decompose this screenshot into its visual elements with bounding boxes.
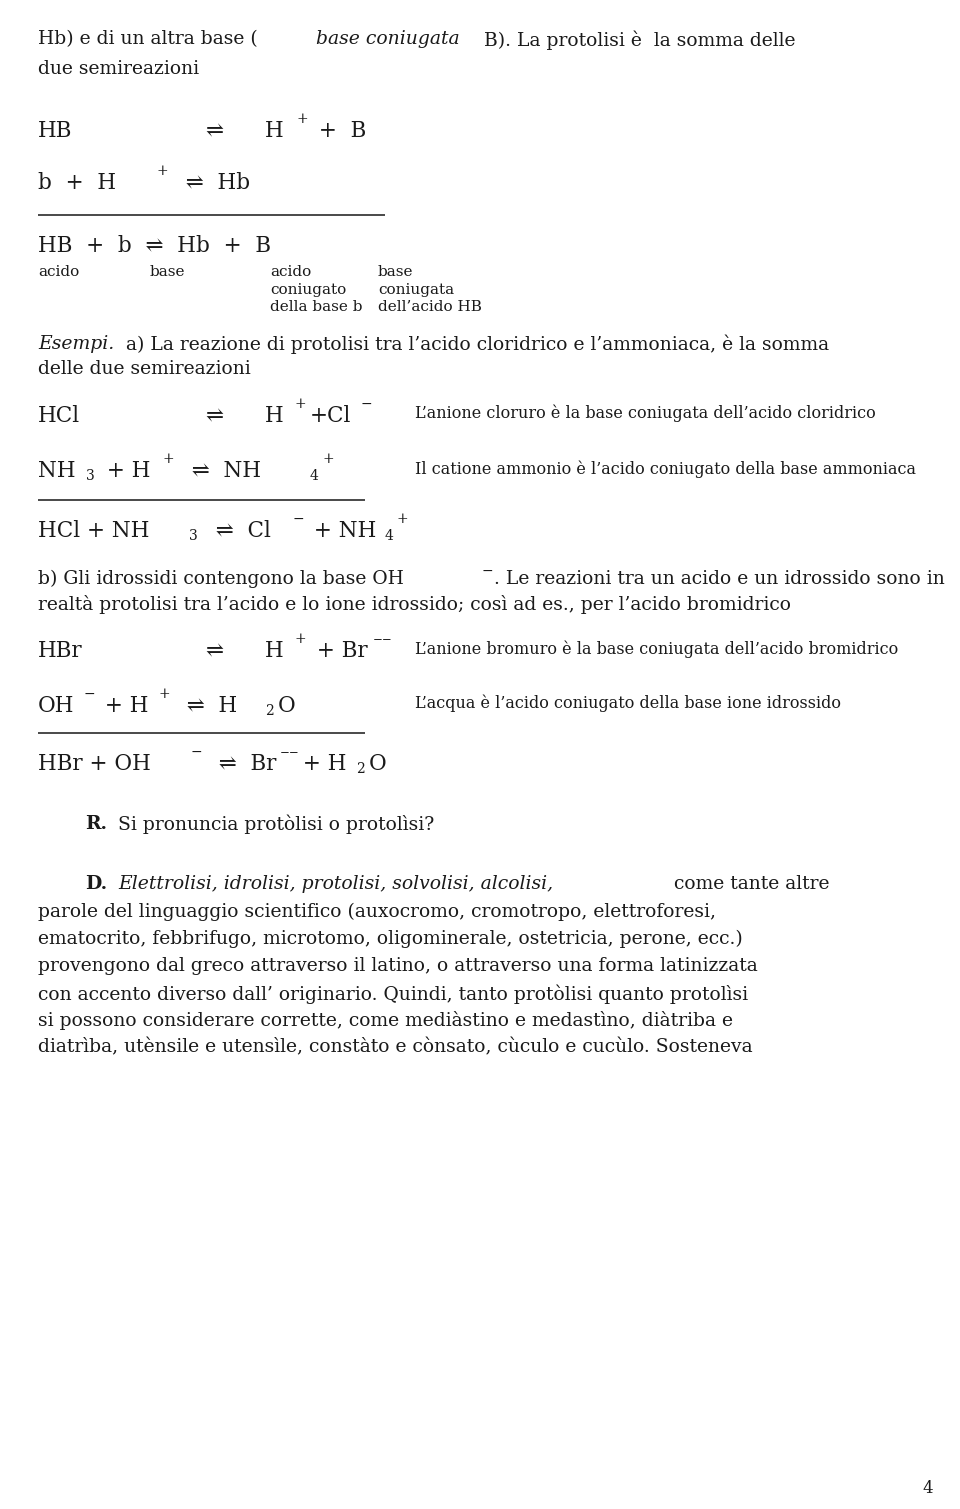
Text: HB  +  b  ⇌  Hb  +  B: HB + b ⇌ Hb + B: [38, 235, 271, 257]
Text: NH: NH: [38, 460, 76, 481]
Text: della base b: della base b: [270, 300, 363, 314]
Text: R.: R.: [85, 815, 107, 833]
Text: dell’acido HB: dell’acido HB: [378, 300, 482, 314]
Text: 3: 3: [86, 469, 95, 483]
Text: L’acqua è l’acido coniugato della base ione idrossido: L’acqua è l’acido coniugato della base i…: [415, 696, 841, 712]
Text: −: −: [361, 397, 372, 410]
Text: Esempi.: Esempi.: [38, 335, 114, 353]
Text: Il catione ammonio è l’acido coniugato della base ammoniaca: Il catione ammonio è l’acido coniugato d…: [415, 460, 916, 477]
Text: Si pronuncia protòlisi o protolìsi?: Si pronuncia protòlisi o protolìsi?: [112, 815, 434, 834]
Text: B). La protolisi è  la somma delle: B). La protolisi è la somma delle: [478, 30, 796, 50]
Text: 2: 2: [265, 705, 274, 718]
Text: ⇌: ⇌: [205, 640, 223, 662]
Text: 4: 4: [385, 530, 394, 543]
Text: + H: + H: [296, 753, 347, 776]
Text: 4: 4: [310, 469, 319, 483]
Text: +: +: [295, 397, 306, 410]
Text: O: O: [278, 696, 296, 717]
Text: HBr: HBr: [38, 640, 83, 662]
Text: +: +: [162, 453, 174, 466]
Text: ⇌  NH: ⇌ NH: [178, 460, 261, 481]
Text: −: −: [191, 745, 203, 759]
Text: b  +  H: b + H: [38, 172, 116, 195]
Text: O: O: [369, 753, 387, 776]
Text: H: H: [265, 640, 284, 662]
Text: ⇌  Cl: ⇌ Cl: [202, 521, 271, 542]
Text: HB: HB: [38, 121, 72, 142]
Text: +: +: [397, 512, 409, 527]
Text: HCl: HCl: [38, 404, 80, 427]
Text: . Le reazioni tra un acido e un idrossido sono in: . Le reazioni tra un acido e un idrossid…: [494, 570, 945, 589]
Text: due semireazioni: due semireazioni: [38, 60, 199, 78]
Text: 3: 3: [189, 530, 198, 543]
Text: acido: acido: [38, 266, 80, 279]
Text: ⇌  Hb: ⇌ Hb: [172, 172, 251, 195]
Text: acido: acido: [270, 266, 311, 279]
Text: ⇌: ⇌: [205, 121, 223, 142]
Text: OH: OH: [38, 696, 75, 717]
Text: ematocrito, febbrifugo, microtomo, oligominerale, ostetricia, perone, ecc.): ematocrito, febbrifugo, microtomo, oligo…: [38, 930, 743, 948]
Text: + NH: + NH: [307, 521, 376, 542]
Text: +: +: [156, 164, 168, 178]
Text: −: −: [482, 564, 493, 578]
Text: provengono dal greco attraverso il latino, o attraverso una forma latinizzata: provengono dal greco attraverso il latin…: [38, 957, 757, 975]
Text: coniugato: coniugato: [270, 284, 347, 297]
Text: −: −: [293, 512, 304, 527]
Text: D.: D.: [85, 875, 108, 893]
Text: +  B: + B: [312, 121, 367, 142]
Text: +: +: [296, 112, 307, 125]
Text: 2: 2: [356, 762, 365, 776]
Text: + H: + H: [98, 696, 149, 717]
Text: diatrìba, utènsile e utensìle, constàto e cònsato, cùculo e cucùlo. Sosteneva: diatrìba, utènsile e utensìle, constàto …: [38, 1038, 753, 1056]
Text: 4: 4: [922, 1480, 932, 1497]
Text: HCl + NH: HCl + NH: [38, 521, 150, 542]
Text: a) La reazione di protolisi tra l’acido cloridrico e l’ammoniaca, è la somma: a) La reazione di protolisi tra l’acido …: [120, 335, 829, 355]
Text: delle due semireazioni: delle due semireazioni: [38, 361, 251, 377]
Text: −: −: [84, 687, 96, 702]
Text: coniugata: coniugata: [378, 284, 454, 297]
Text: base: base: [150, 266, 185, 279]
Text: + H: + H: [100, 460, 151, 481]
Text: con accento diverso dall’ originario. Quindi, tanto protòlisi quanto protolìsi: con accento diverso dall’ originario. Qu…: [38, 984, 748, 1003]
Text: Hb) e di un altra base (: Hb) e di un altra base (: [38, 30, 257, 48]
Text: + Br: + Br: [310, 640, 368, 662]
Text: b) Gli idrossidi contengono la base OH: b) Gli idrossidi contengono la base OH: [38, 570, 404, 589]
Text: Elettrolisi, idrolisi, protolisi, solvolisi, alcolisi,: Elettrolisi, idrolisi, protolisi, solvol…: [118, 875, 553, 893]
Text: +: +: [295, 632, 306, 646]
Text: base: base: [378, 266, 414, 279]
Text: HBr + OH: HBr + OH: [38, 753, 151, 776]
Text: −−: −−: [280, 745, 300, 758]
Text: parole del linguaggio scientifico (auxocromo, cromotropo, elettroforesi,: parole del linguaggio scientifico (auxoc…: [38, 902, 716, 922]
Text: −−: −−: [373, 632, 393, 644]
Text: base coniugata: base coniugata: [316, 30, 460, 48]
Text: +: +: [158, 687, 170, 702]
Text: +Cl: +Cl: [310, 404, 351, 427]
Text: ⇌  H: ⇌ H: [173, 696, 237, 717]
Text: L’anione bromuro è la base coniugata dell’acido bromidrico: L’anione bromuro è la base coniugata del…: [415, 640, 899, 658]
Text: ⇌: ⇌: [205, 404, 223, 427]
Text: come tante altre: come tante altre: [668, 875, 829, 893]
Text: L’anione cloruro è la base coniugata dell’acido cloridrico: L’anione cloruro è la base coniugata del…: [415, 404, 876, 423]
Text: H: H: [265, 404, 284, 427]
Text: +: +: [322, 453, 334, 466]
Text: realtà protolisi tra l’acido e lo ione idrossido; così ad es., per l’acido bromi: realtà protolisi tra l’acido e lo ione i…: [38, 595, 791, 614]
Text: ⇌  Br: ⇌ Br: [205, 753, 276, 776]
Text: si possono considerare corrette, come mediàstino e medastìno, diàtriba e: si possono considerare corrette, come me…: [38, 1011, 733, 1031]
Text: H: H: [265, 121, 284, 142]
